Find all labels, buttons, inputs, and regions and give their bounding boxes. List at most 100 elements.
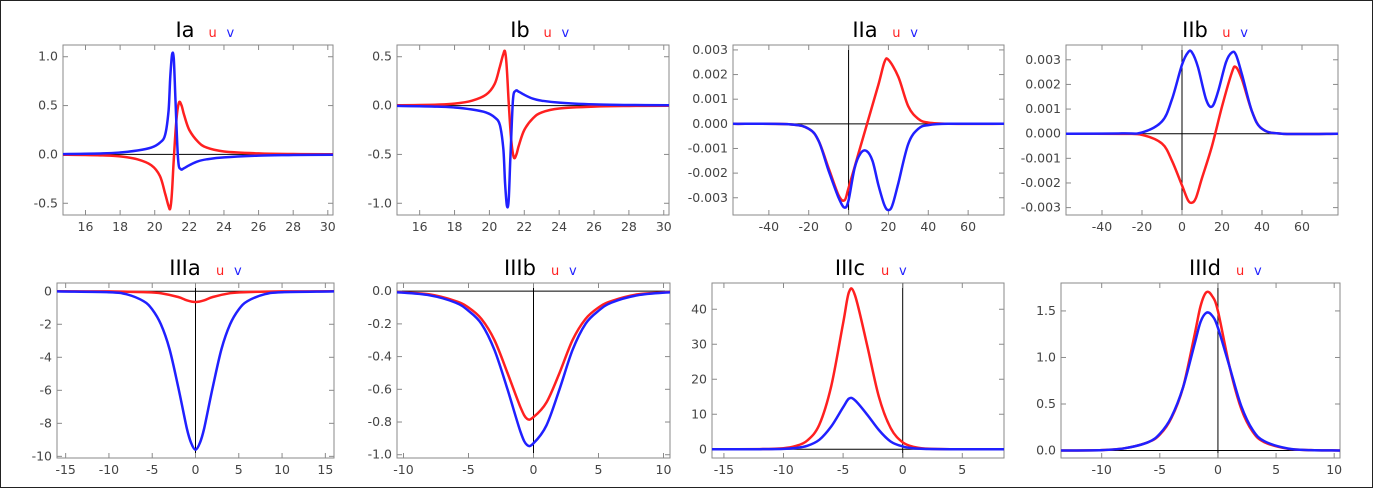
plot-frame bbox=[396, 44, 670, 216]
x-tick-label: 18 bbox=[447, 219, 463, 234]
y-tick-label: -0.4 bbox=[368, 349, 392, 364]
x-tick-label: 60 bbox=[960, 219, 976, 234]
y-tick-label: 0.0 bbox=[1036, 443, 1056, 458]
y-tick-label: -0.003 bbox=[1021, 200, 1061, 215]
x-tick-label: 20 bbox=[481, 219, 497, 234]
plot-frame bbox=[62, 44, 334, 216]
y-tick-label: 1.0 bbox=[38, 49, 58, 64]
panel-IIIc: IIIc u v -15 -10 -5 0 5 0 10 20 30 40 bbox=[691, 256, 1005, 477]
panel-IIa: IIa u v -40 -20 0 20 40 60 -0.003 -0.002 -0.001 0.00… bbox=[688, 18, 1005, 234]
panel-IIb: IIb u v -40 -20 0 20 40 60 -0.003 -0.002 -0.001 0.00… bbox=[1021, 18, 1339, 234]
panel-Ia: Ia u v 16 18 20 22 24 26 28 30 -0.5 0.0 0.5 1.0 bbox=[34, 18, 336, 234]
x-tick-label: 10 bbox=[274, 462, 290, 477]
panel-title: IIIb bbox=[504, 256, 536, 280]
x-tick-label: 30 bbox=[320, 219, 336, 234]
x-tick-label: -10 bbox=[393, 462, 413, 477]
x-tick-label: 16 bbox=[412, 219, 428, 234]
legend-v: v bbox=[569, 264, 577, 279]
y-tick-label: 0.000 bbox=[692, 116, 728, 131]
panel-title: Ia bbox=[175, 18, 194, 42]
series-v-line bbox=[1066, 49, 1338, 136]
y-tick-label: 0.003 bbox=[1025, 52, 1061, 67]
y-tick-label: 1.5 bbox=[1036, 303, 1056, 318]
legend-v: v bbox=[227, 26, 235, 41]
x-tick-label: 5 bbox=[958, 462, 966, 477]
series-v-line bbox=[63, 51, 333, 171]
y-tick-label: 0.5 bbox=[372, 49, 392, 64]
y-tick-label: 0 bbox=[699, 441, 707, 456]
legend-u: u bbox=[216, 264, 224, 279]
panel-title: IIa bbox=[852, 18, 877, 42]
x-tick-label: -10 bbox=[773, 462, 793, 477]
x-tick-label: 15 bbox=[317, 462, 333, 477]
y-tick-label: 0.002 bbox=[692, 67, 728, 82]
series-u-line bbox=[733, 57, 1004, 202]
y-tick-label: 30 bbox=[691, 336, 707, 351]
panel-title: IIb bbox=[1182, 18, 1208, 42]
x-tick-label: 0 bbox=[845, 219, 853, 234]
x-tick-label: -15 bbox=[714, 462, 734, 477]
y-tick-label: 0.002 bbox=[1025, 76, 1061, 91]
x-tick-label: 20 bbox=[147, 219, 163, 234]
x-tick-label: 16 bbox=[78, 219, 94, 234]
x-tick-label: 40 bbox=[1254, 219, 1270, 234]
panel-title: Ib bbox=[510, 18, 530, 42]
legend-u: u bbox=[881, 264, 889, 279]
x-tick-label: 20 bbox=[1214, 219, 1230, 234]
panel-IIIa: IIIa u v-15 -10 -5 0 5 10 15-10-8-6-4-20 bbox=[32, 256, 335, 477]
series-u-line bbox=[397, 49, 669, 160]
x-tick-label: 24 bbox=[216, 219, 232, 234]
legend-v: v bbox=[910, 26, 918, 41]
x-tick-label: 5 bbox=[595, 462, 603, 477]
series-u-line bbox=[63, 100, 333, 211]
x-tick-label: -20 bbox=[799, 219, 819, 234]
y-tick-label: 0.000 bbox=[1025, 126, 1061, 141]
y-tick-label: 0.001 bbox=[1025, 101, 1061, 116]
x-tick-label: -5 bbox=[146, 462, 158, 477]
legend-u: u bbox=[551, 264, 559, 279]
y-tick-label: 1.0 bbox=[1036, 349, 1056, 364]
y-tick-label: 0.0 bbox=[372, 283, 392, 298]
x-tick-label: 40 bbox=[920, 219, 936, 234]
y-tick-label: 10 bbox=[691, 406, 707, 421]
x-tick-label: -5 bbox=[837, 462, 849, 477]
series-u-line bbox=[1061, 290, 1340, 452]
y-tick-label: 0.0 bbox=[372, 98, 392, 113]
y-tick-label: -0.6 bbox=[368, 381, 392, 396]
legend-v: v bbox=[562, 26, 570, 41]
legend-u: u bbox=[892, 26, 900, 41]
y-tick-label: -10 bbox=[32, 448, 52, 463]
series-v-line bbox=[397, 89, 669, 209]
plot-frame bbox=[732, 44, 1005, 216]
x-tick-label: -10 bbox=[1091, 462, 1111, 477]
series-u-line bbox=[712, 287, 1004, 451]
legend-u: u bbox=[1222, 26, 1230, 41]
x-tick-label: -5 bbox=[1154, 462, 1166, 477]
x-tick-label: 5 bbox=[1272, 462, 1280, 477]
x-tick-label: 22 bbox=[181, 219, 197, 234]
y-tick-label: 0.5 bbox=[1036, 396, 1056, 411]
x-tick-label: 10 bbox=[1326, 462, 1342, 477]
panel-Ib: Ib u v 16 18 20 22 24 26 28 30 -1.0 -0.5 0.0 0.5 bbox=[368, 18, 672, 234]
legend-u: u bbox=[1236, 264, 1244, 279]
series-v-line bbox=[397, 290, 670, 448]
y-tick-label: 0.003 bbox=[692, 42, 728, 57]
plot-frame bbox=[1060, 282, 1341, 459]
series-u-line bbox=[57, 290, 334, 304]
series-v-line bbox=[712, 396, 1004, 451]
y-tick-label: 0.001 bbox=[692, 91, 728, 106]
y-tick-label: 0.0 bbox=[38, 146, 58, 161]
y-tick-label: -0.002 bbox=[1021, 175, 1061, 190]
panel-title: IIIa bbox=[169, 256, 200, 280]
plot-frame bbox=[1065, 44, 1339, 216]
y-tick-label: -0.002 bbox=[688, 165, 728, 180]
x-tick-label: 28 bbox=[285, 219, 301, 234]
x-tick-label: 24 bbox=[551, 219, 567, 234]
legend-u: u bbox=[209, 26, 217, 41]
x-tick-label: 18 bbox=[112, 219, 128, 234]
panel-IIId: IIId u v -10 -5 0 5 10 0.0 0.5 1.0 1.5 bbox=[1036, 256, 1342, 477]
y-tick-label: -4 bbox=[40, 349, 53, 364]
x-tick-label: -15 bbox=[55, 462, 75, 477]
y-tick-label: -0.001 bbox=[688, 140, 728, 155]
